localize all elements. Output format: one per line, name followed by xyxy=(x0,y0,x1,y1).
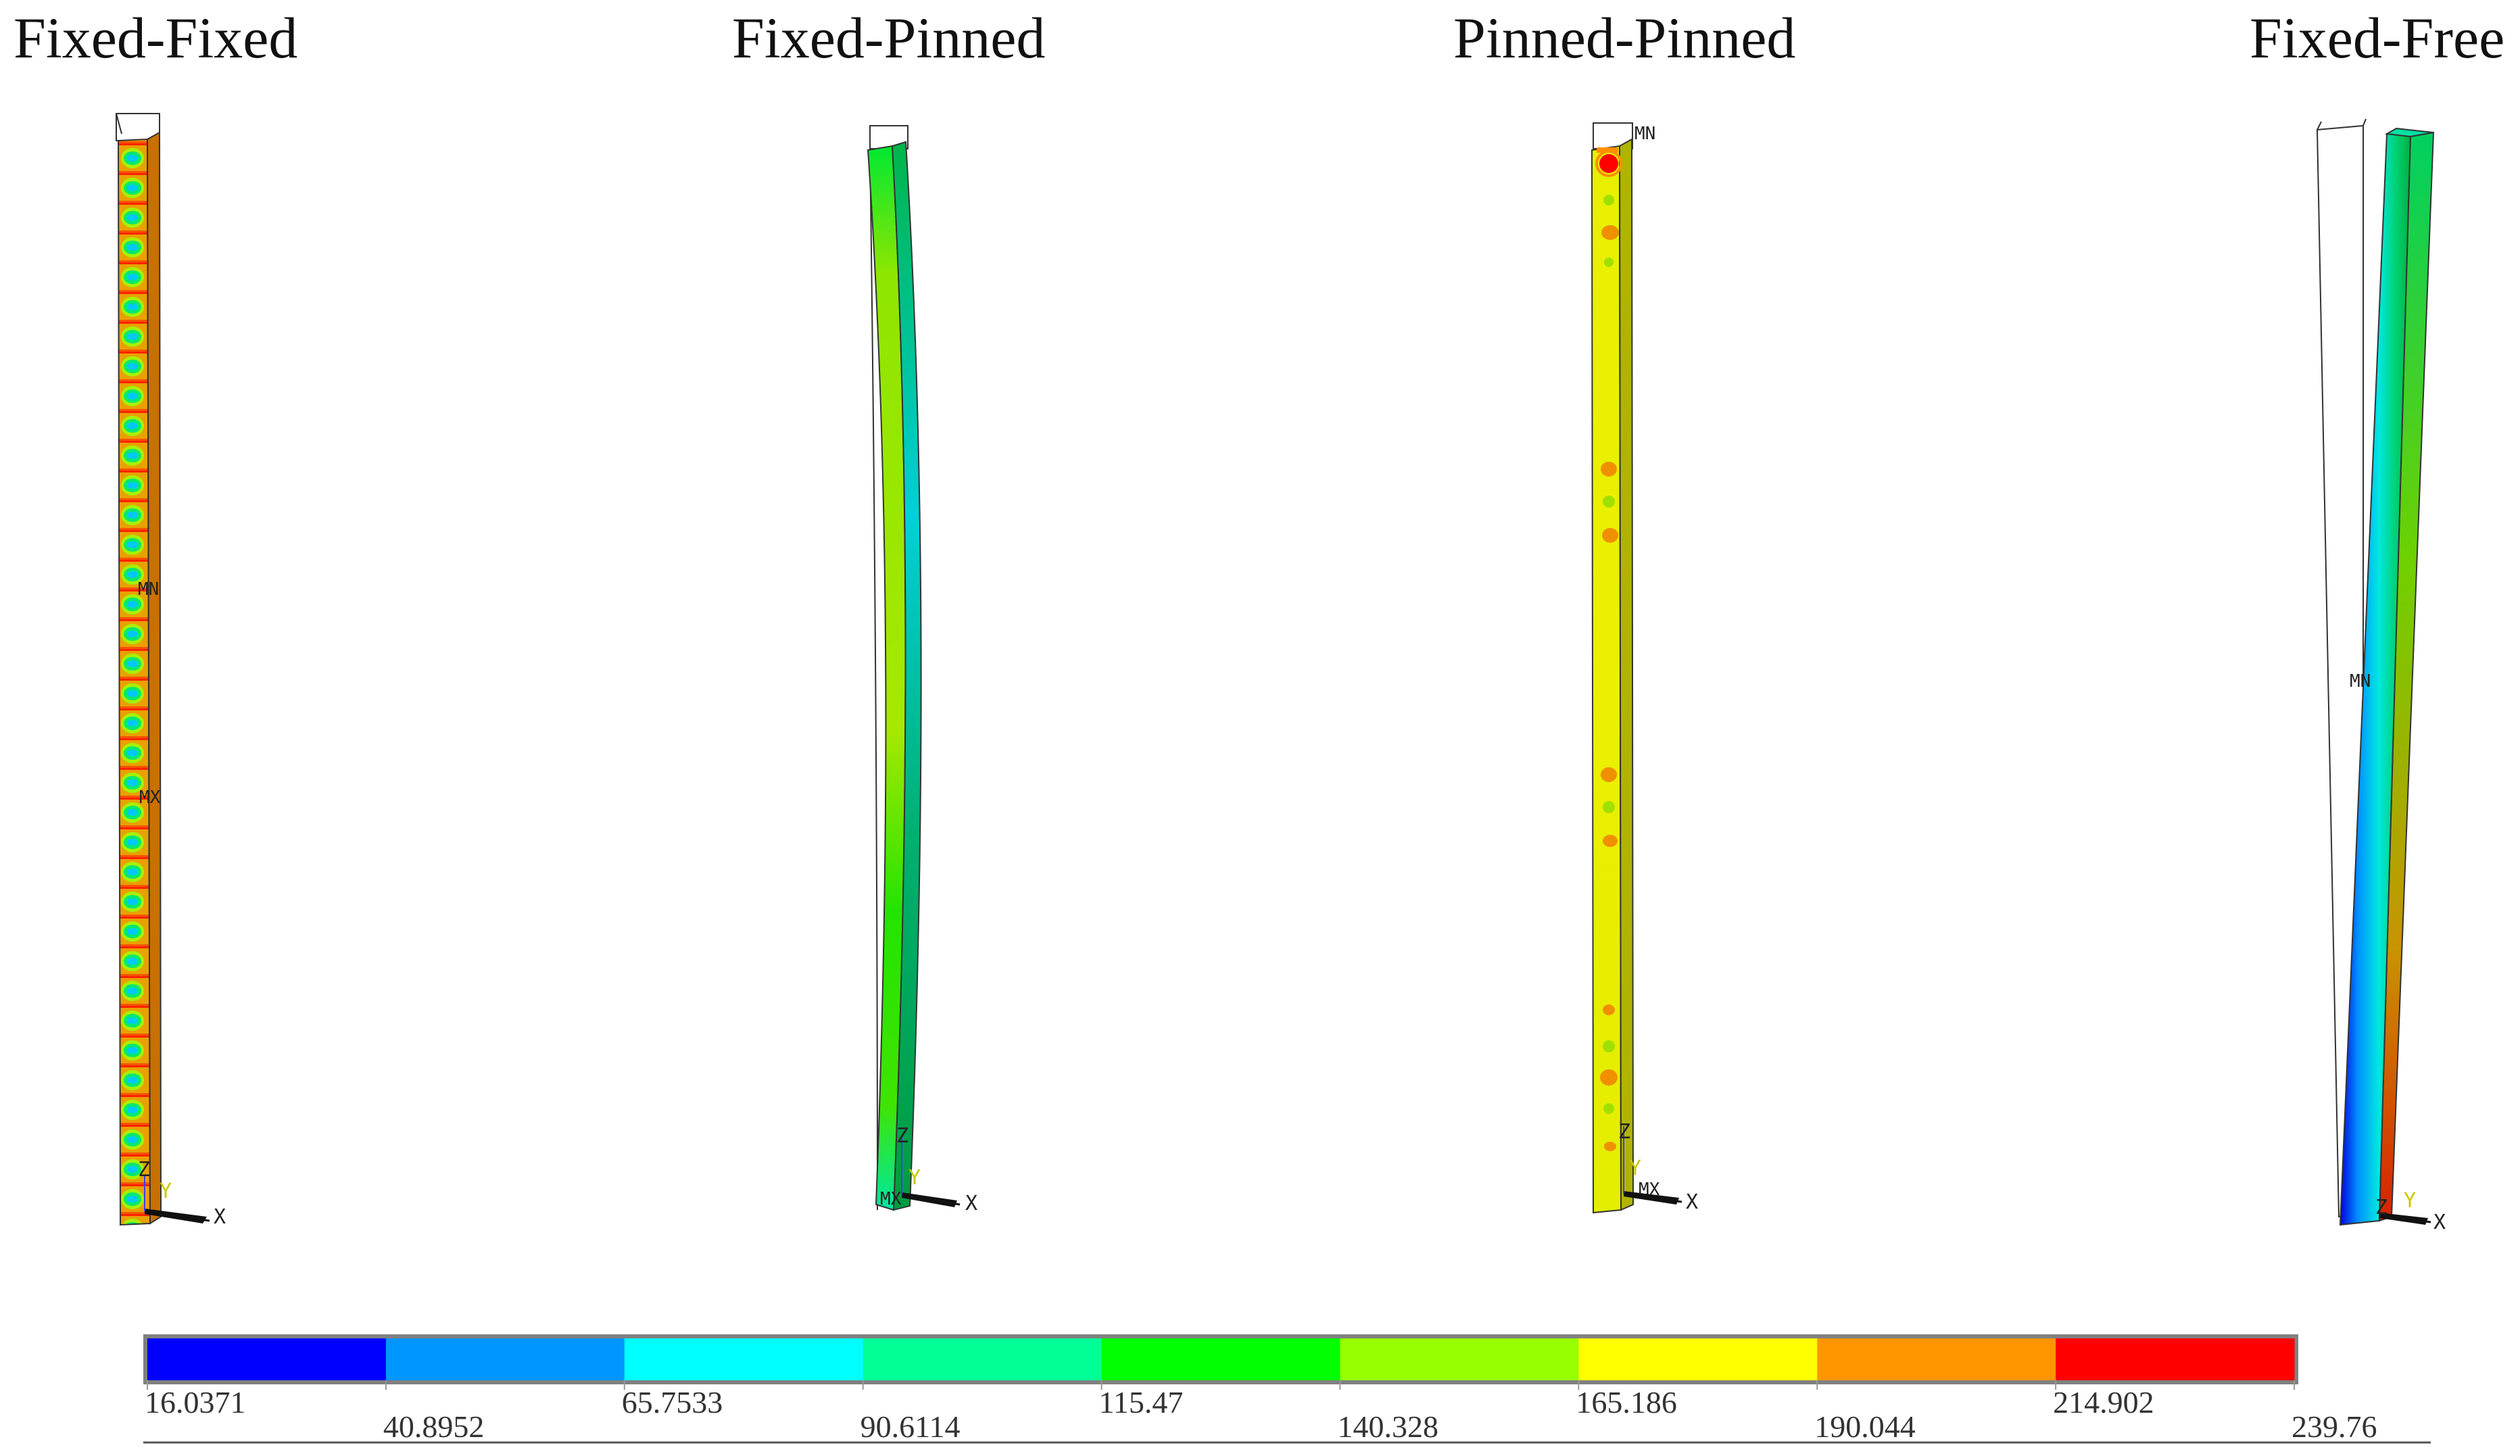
legend-band xyxy=(863,1338,1102,1380)
legend-tick-label: 90.6114 xyxy=(861,1409,961,1444)
legend-tick-label: 214.902 xyxy=(2053,1385,2154,1419)
panel-title-fixed-free: Fixed-Free xyxy=(2250,5,2505,70)
legend-tick-label: 16.0371 xyxy=(145,1385,246,1419)
axis-x-label: X xyxy=(965,1192,977,1215)
axis-x-label: X xyxy=(214,1205,226,1229)
column-pinned-pinned: MN MX X Y Z xyxy=(1591,122,1698,1214)
legend-bands xyxy=(147,1338,2295,1380)
axis-x-label: X xyxy=(1686,1190,1698,1214)
legend-tick-label: 239.76 xyxy=(2292,1409,2377,1444)
legend-band xyxy=(1340,1338,1579,1380)
triad-fixed-pinned: X Y Z xyxy=(896,1124,977,1215)
legend-tick-label: 115.47 xyxy=(1099,1385,1184,1419)
legend-band xyxy=(624,1338,864,1380)
legend-ticks: 16.0371 40.8952 65.7533 90.6114 115.47 140.32… xyxy=(145,1380,2377,1444)
triad-fixed-fixed: X Y Z xyxy=(138,1158,226,1229)
axis-z-label: Z xyxy=(138,1158,150,1182)
panel-title-fixed-fixed: Fixed-Fixed xyxy=(14,5,298,70)
deformed-column-front xyxy=(1591,145,1622,1214)
axis-y-label: Y xyxy=(1629,1157,1641,1180)
column-fixed-free: MN X Y Z xyxy=(2316,118,2446,1234)
legend-band xyxy=(1817,1338,2056,1380)
axis-z-label: Z xyxy=(2375,1196,2388,1219)
marker-mn: MN xyxy=(1634,124,1655,144)
deformed-column-side xyxy=(891,141,922,1211)
marker-mn: MN xyxy=(138,579,159,600)
axis-z-label: Z xyxy=(1618,1120,1630,1144)
triad-pinned-pinned: X Y Z xyxy=(1618,1120,1698,1214)
panel-title-pinned-pinned: Pinned-Pinned xyxy=(1453,5,1796,70)
panel-title-fixed-pinned: Fixed-Pinned xyxy=(732,5,1046,70)
legend-tick-label: 65.7533 xyxy=(622,1385,723,1419)
marker-mx: MX xyxy=(139,787,161,808)
color-legend: 16.0371 40.8952 65.7533 90.6114 115.47 140.32… xyxy=(143,1334,2431,1444)
legend-tick-label: 40.8952 xyxy=(383,1409,485,1444)
hotspot xyxy=(1599,154,1618,173)
legend-tick-label: 140.328 xyxy=(1337,1409,1438,1444)
axis-z-label: Z xyxy=(896,1124,908,1148)
legend-band xyxy=(385,1338,625,1380)
axis-y-label: Y xyxy=(908,1166,921,1190)
triad-fixed-free: X Y Z xyxy=(2375,1189,2446,1234)
column-fixed-pinned: MX X Y Z xyxy=(867,125,977,1215)
legend-tick-label: 165.186 xyxy=(1576,1385,1677,1419)
marker-mn: MN xyxy=(2350,671,2371,691)
axis-x-label: X xyxy=(2433,1211,2446,1234)
deformed-column-side xyxy=(146,131,162,1225)
deformed-column-front xyxy=(117,138,151,1226)
column-fixed-fixed: MN MX X Y Z xyxy=(116,113,226,1229)
marker-mx: MX xyxy=(880,1189,902,1209)
legend-band xyxy=(2056,1338,2295,1380)
legend-band xyxy=(147,1338,387,1380)
legend-band xyxy=(1101,1338,1340,1380)
deformed-column-side xyxy=(1618,138,1634,1211)
legend-tick-label: 190.044 xyxy=(1814,1409,1916,1444)
axis-y-label: Y xyxy=(2404,1189,2416,1213)
axis-y-label: Y xyxy=(160,1180,172,1203)
legend-band xyxy=(1578,1338,1818,1380)
